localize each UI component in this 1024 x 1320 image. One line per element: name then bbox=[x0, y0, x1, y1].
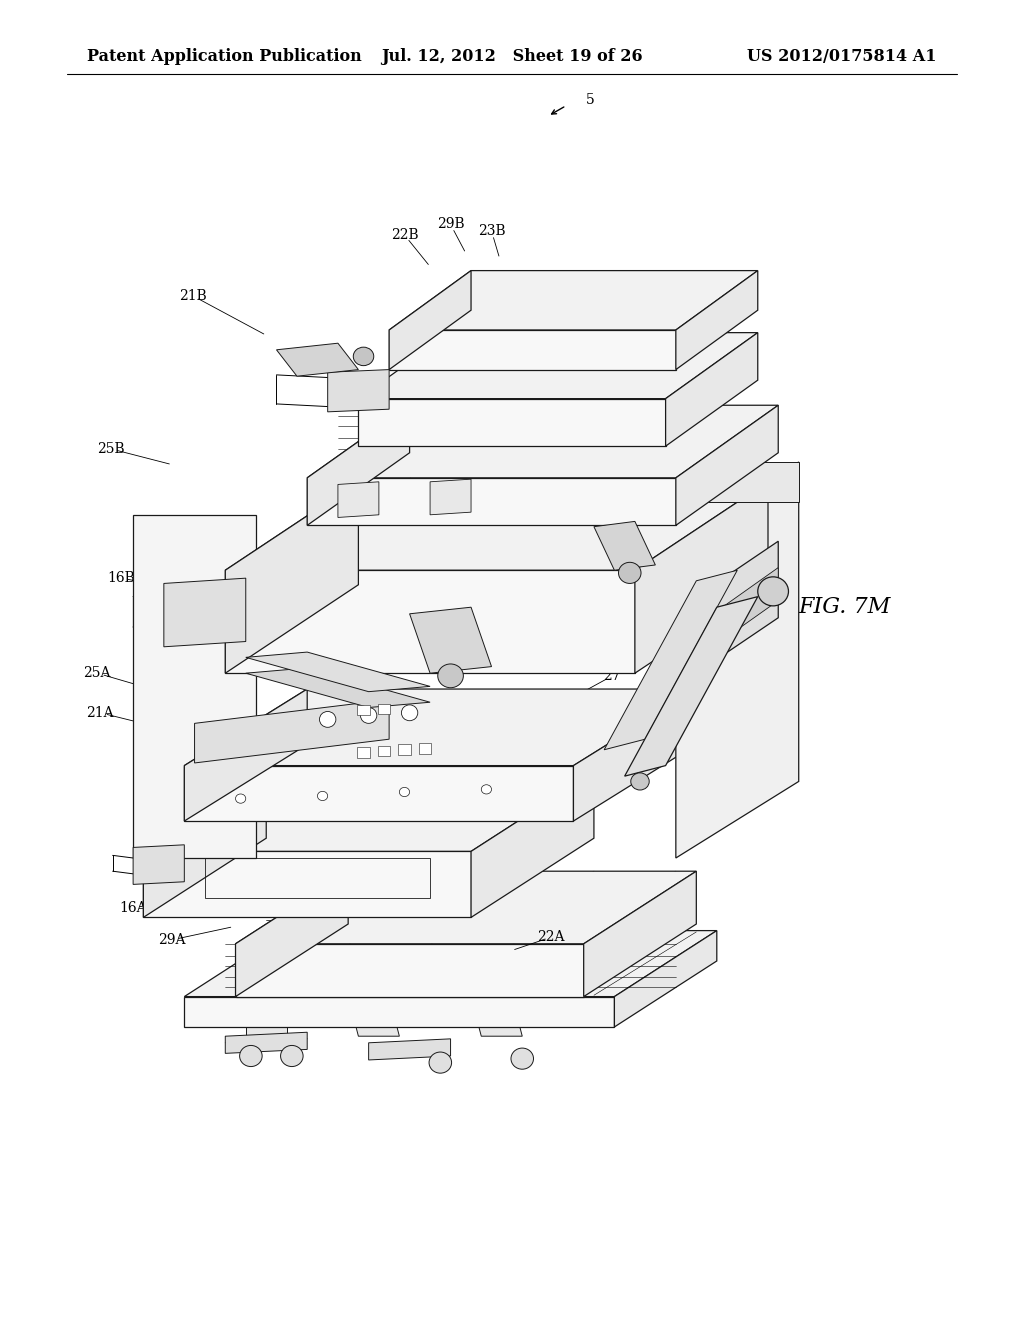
Ellipse shape bbox=[631, 774, 649, 789]
Polygon shape bbox=[378, 746, 390, 756]
Ellipse shape bbox=[399, 787, 410, 796]
Polygon shape bbox=[389, 330, 676, 370]
Polygon shape bbox=[143, 772, 594, 851]
Polygon shape bbox=[236, 871, 696, 944]
Polygon shape bbox=[676, 462, 799, 858]
Text: FIG. 7M: FIG. 7M bbox=[799, 597, 891, 618]
Text: 29B: 29B bbox=[437, 218, 464, 231]
Ellipse shape bbox=[360, 708, 377, 723]
Polygon shape bbox=[358, 399, 666, 446]
Text: 29A: 29A bbox=[159, 933, 185, 946]
Polygon shape bbox=[184, 689, 307, 821]
Polygon shape bbox=[338, 482, 379, 517]
Polygon shape bbox=[225, 570, 635, 673]
Polygon shape bbox=[328, 370, 389, 412]
Ellipse shape bbox=[429, 1052, 452, 1073]
Polygon shape bbox=[389, 271, 471, 370]
Polygon shape bbox=[410, 462, 799, 502]
Polygon shape bbox=[307, 478, 676, 525]
Polygon shape bbox=[594, 521, 655, 570]
Text: 22A: 22A bbox=[538, 931, 564, 944]
Polygon shape bbox=[184, 997, 614, 1027]
Text: 27: 27 bbox=[603, 669, 622, 682]
Polygon shape bbox=[195, 700, 389, 763]
Polygon shape bbox=[614, 931, 717, 1027]
Ellipse shape bbox=[319, 711, 336, 727]
Text: 21A: 21A bbox=[87, 706, 114, 719]
Polygon shape bbox=[307, 405, 410, 525]
Text: US 2012/0175814 A1: US 2012/0175814 A1 bbox=[748, 49, 937, 65]
Text: 22B: 22B bbox=[391, 228, 418, 242]
Polygon shape bbox=[236, 944, 584, 997]
Ellipse shape bbox=[281, 1045, 303, 1067]
Polygon shape bbox=[143, 851, 471, 917]
Polygon shape bbox=[184, 689, 696, 766]
Polygon shape bbox=[357, 705, 370, 715]
Polygon shape bbox=[676, 405, 778, 525]
Polygon shape bbox=[246, 668, 430, 708]
Polygon shape bbox=[276, 343, 358, 376]
Ellipse shape bbox=[317, 791, 328, 800]
Polygon shape bbox=[635, 482, 768, 673]
Ellipse shape bbox=[240, 1045, 262, 1067]
Polygon shape bbox=[584, 871, 696, 997]
Ellipse shape bbox=[481, 784, 492, 795]
Text: Patent Application Publication: Patent Application Publication bbox=[87, 49, 361, 65]
Polygon shape bbox=[398, 744, 411, 755]
Polygon shape bbox=[307, 405, 778, 478]
Polygon shape bbox=[225, 1032, 307, 1053]
Polygon shape bbox=[143, 772, 266, 917]
Ellipse shape bbox=[618, 562, 641, 583]
Polygon shape bbox=[348, 997, 399, 1036]
Ellipse shape bbox=[438, 664, 463, 688]
Polygon shape bbox=[133, 515, 256, 858]
Polygon shape bbox=[164, 578, 246, 647]
Polygon shape bbox=[410, 607, 492, 673]
Polygon shape bbox=[246, 997, 287, 1036]
Text: Jul. 12, 2012   Sheet 19 of 26: Jul. 12, 2012 Sheet 19 of 26 bbox=[381, 49, 643, 65]
Polygon shape bbox=[246, 652, 430, 692]
Ellipse shape bbox=[401, 705, 418, 721]
Polygon shape bbox=[389, 271, 758, 330]
Polygon shape bbox=[666, 333, 758, 446]
Polygon shape bbox=[369, 1039, 451, 1060]
Polygon shape bbox=[184, 766, 573, 821]
Text: 21B: 21B bbox=[178, 289, 207, 302]
Ellipse shape bbox=[511, 1048, 534, 1069]
Ellipse shape bbox=[236, 795, 246, 803]
Text: 24: 24 bbox=[183, 594, 202, 607]
Ellipse shape bbox=[353, 347, 374, 366]
Polygon shape bbox=[225, 482, 358, 673]
Text: 25A: 25A bbox=[84, 667, 111, 680]
Polygon shape bbox=[717, 568, 778, 644]
Text: 5: 5 bbox=[586, 94, 595, 107]
Polygon shape bbox=[604, 570, 737, 750]
Text: 25B: 25B bbox=[97, 442, 124, 455]
Polygon shape bbox=[676, 271, 758, 370]
Polygon shape bbox=[357, 747, 370, 758]
Text: 16A: 16A bbox=[120, 902, 146, 915]
Polygon shape bbox=[225, 482, 768, 570]
Polygon shape bbox=[184, 931, 717, 997]
Polygon shape bbox=[378, 704, 390, 714]
Polygon shape bbox=[573, 689, 696, 821]
Ellipse shape bbox=[758, 577, 788, 606]
Polygon shape bbox=[471, 997, 522, 1036]
Polygon shape bbox=[236, 871, 348, 997]
Polygon shape bbox=[696, 541, 778, 673]
Text: 23B: 23B bbox=[478, 224, 505, 238]
Text: 12: 12 bbox=[641, 701, 659, 714]
Polygon shape bbox=[133, 845, 184, 884]
Polygon shape bbox=[358, 333, 758, 399]
Polygon shape bbox=[430, 479, 471, 515]
Text: 16B: 16B bbox=[106, 572, 135, 585]
Polygon shape bbox=[625, 597, 758, 776]
Polygon shape bbox=[419, 743, 431, 754]
Polygon shape bbox=[471, 772, 594, 917]
